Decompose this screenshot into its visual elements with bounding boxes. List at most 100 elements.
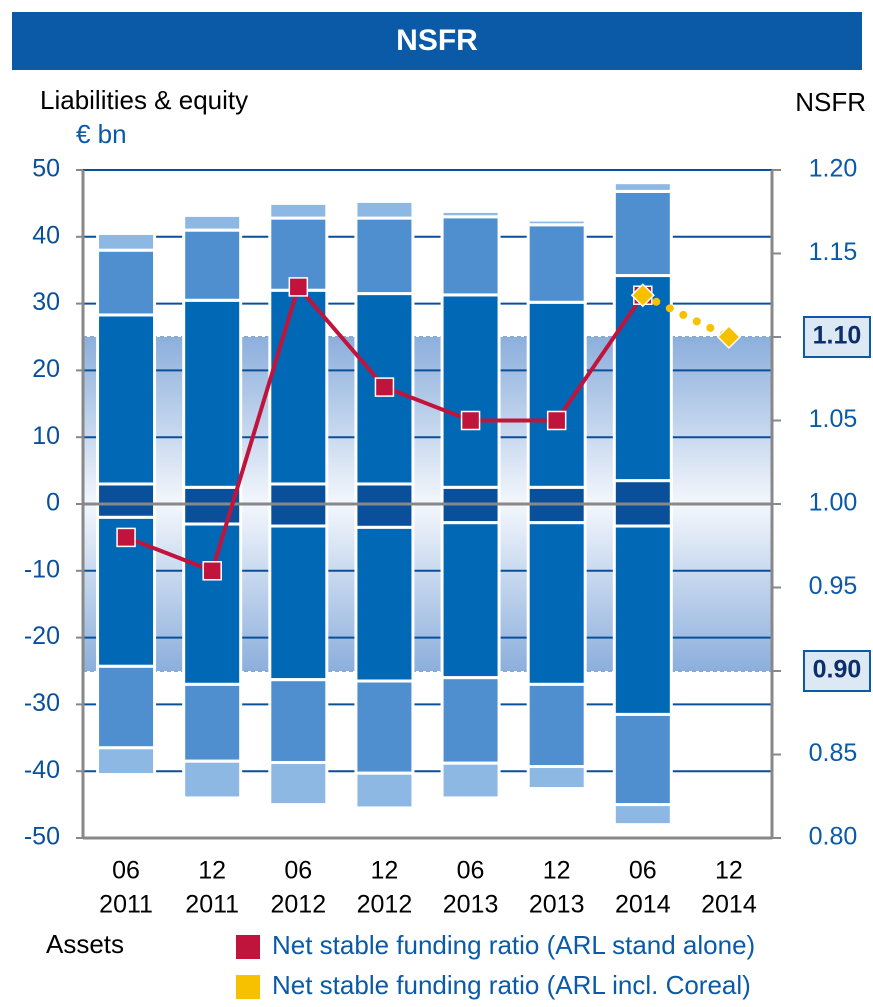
x-tick-label: 2013 — [529, 891, 585, 919]
bar-segment — [612, 181, 673, 193]
legend-swatch — [236, 975, 260, 999]
bar-segment — [612, 524, 673, 716]
y-tick-label: -10 — [24, 555, 60, 583]
y-tick-label: -40 — [24, 756, 60, 784]
bar-segment — [526, 218, 587, 227]
y-tick-label: -20 — [24, 622, 60, 650]
y-tick-label: 10 — [32, 422, 60, 450]
y-tick-label: 20 — [32, 355, 60, 383]
bar-segment — [182, 213, 243, 232]
line-marker — [202, 561, 222, 581]
y2-tick-label: 1.05 — [809, 405, 858, 433]
bar-segment — [440, 485, 501, 506]
y-tick-label: 30 — [32, 288, 60, 316]
bar-segment — [268, 524, 329, 682]
bar-segment — [96, 664, 157, 750]
x-tick-label: 2011 — [185, 891, 239, 919]
x-tick-label: 12 — [371, 857, 399, 885]
bar-segment — [440, 215, 501, 297]
line-marker — [374, 377, 395, 397]
y-tick-label: -50 — [24, 823, 60, 851]
y-tick-label: 50 — [32, 155, 60, 183]
x-tick-label: 12 — [715, 857, 743, 885]
bar-segment — [354, 199, 415, 220]
bar-segment — [440, 502, 501, 525]
bar-segment — [268, 201, 329, 220]
bar-segment — [526, 521, 587, 686]
line-marker — [546, 410, 567, 431]
bar-segment — [268, 502, 329, 528]
title-bar — [12, 12, 862, 70]
x-tick-label: 2013 — [443, 891, 499, 919]
y2-highlight-box — [803, 650, 871, 692]
line-marker — [716, 324, 741, 350]
legend-label: Net stable funding ratio (ARL incl. Core… — [272, 970, 751, 1000]
y2-tick-label: 0.85 — [809, 739, 858, 767]
x-tick-label: 06 — [629, 857, 657, 885]
bar-segment — [182, 298, 243, 489]
bar-segment — [440, 293, 501, 489]
bar-segment — [440, 676, 501, 765]
bar-segment — [526, 223, 587, 304]
x-tick-label: 12 — [543, 857, 571, 885]
bar-segment — [354, 482, 415, 506]
bar-segment — [182, 759, 243, 800]
x-tick-label: 06 — [112, 857, 140, 885]
bar-segment — [354, 502, 415, 529]
bar-segment — [354, 525, 415, 683]
bar-segment — [268, 678, 329, 765]
bar-segment — [526, 682, 587, 769]
line-marker — [288, 277, 309, 297]
bar-segment — [440, 761, 501, 800]
bar-segment — [440, 209, 501, 219]
chart-title: NSFR — [396, 24, 478, 57]
x-tick-label: 12 — [198, 857, 226, 885]
x-tick-label: 2011 — [99, 891, 153, 919]
y-tick-label: 0 — [46, 489, 60, 517]
x-tick-label: 06 — [284, 857, 312, 885]
bar-segment — [354, 216, 415, 296]
line-marker — [630, 283, 655, 308]
y2-axis-title: NSFR — [795, 87, 866, 117]
bar-segment — [268, 482, 329, 506]
line-marker — [116, 527, 136, 548]
x-tick-label: 06 — [457, 857, 485, 885]
bar-segment — [612, 479, 673, 506]
bar-segment — [268, 288, 329, 486]
y-tick-label: -30 — [24, 689, 60, 717]
bar-segment — [354, 771, 415, 810]
y2-tick-label: 1.20 — [809, 155, 858, 183]
bar-segment — [96, 248, 157, 317]
y2-highlight-box — [803, 316, 871, 358]
y2-tick-label: 0.90 — [813, 656, 862, 684]
bar-segment — [96, 482, 157, 506]
bar-segment — [268, 761, 329, 807]
bar-segment — [612, 712, 673, 807]
y-axis-title: Liabilities & equity — [40, 85, 248, 115]
line-series — [638, 291, 733, 341]
bar-segment — [96, 746, 157, 777]
legend-label: Net stable funding ratio (ARL stand alon… — [272, 930, 755, 960]
assets-label: Assets — [46, 929, 124, 959]
bar-segment — [96, 502, 157, 519]
bar-segment — [354, 679, 415, 775]
bar-segment — [182, 682, 243, 763]
bar-segment — [612, 502, 673, 528]
bar-segment — [96, 313, 157, 486]
x-tick-label: 2012 — [271, 891, 327, 919]
x-tick-label: 2012 — [357, 891, 413, 919]
bar-segment — [526, 502, 587, 525]
y-axis-unit: € bn — [76, 119, 127, 149]
bar-segment — [526, 765, 587, 791]
x-tick-label: 2014 — [701, 891, 757, 919]
bar-segment — [612, 189, 673, 278]
bar-segment — [440, 521, 501, 680]
y-tick-label: 40 — [32, 221, 60, 249]
bar-segment — [612, 803, 673, 827]
y2-tick-label: 1.10 — [813, 322, 862, 350]
line-marker — [460, 410, 481, 431]
bar-segment — [96, 231, 157, 252]
bar-segment — [182, 522, 243, 686]
